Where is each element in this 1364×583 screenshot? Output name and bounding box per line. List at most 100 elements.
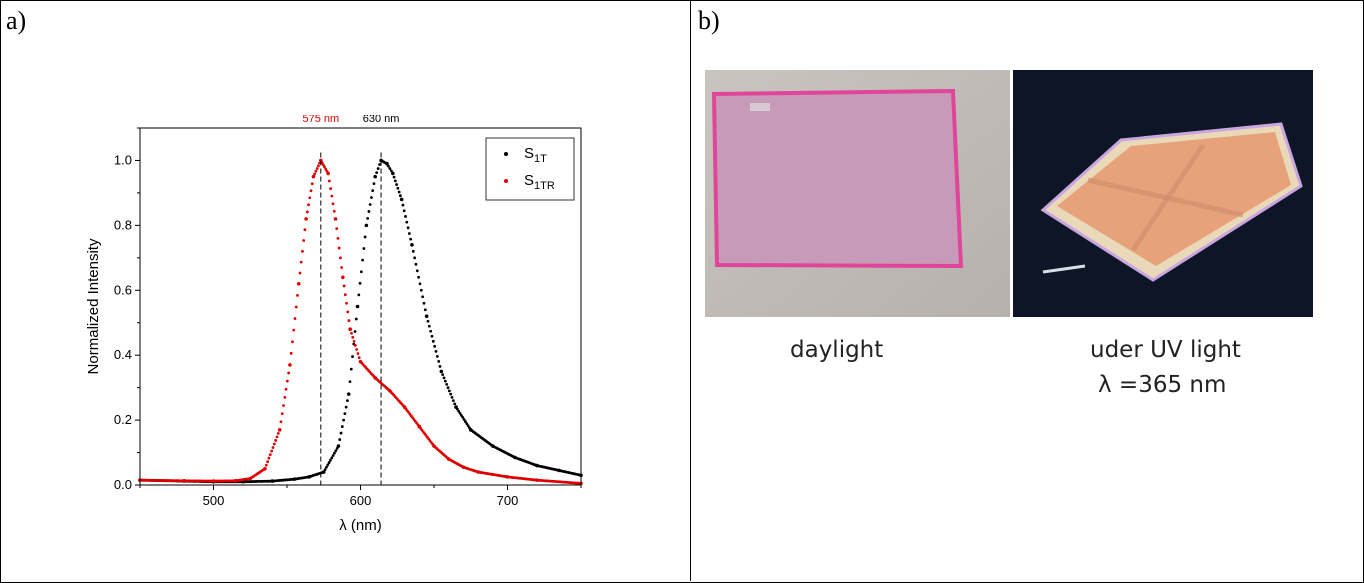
data-point (272, 442, 276, 446)
data-point (405, 220, 409, 224)
data-point (367, 210, 371, 213)
y-tick-label: 0.6 (114, 282, 132, 297)
data-point (283, 395, 287, 399)
data-point (271, 446, 275, 449)
data-point (357, 293, 361, 297)
data-point (389, 169, 393, 173)
data-point (375, 171, 379, 175)
data-point (462, 418, 466, 421)
data-point (368, 203, 372, 206)
data-point (274, 439, 278, 442)
caption-daylight: daylight (790, 337, 884, 363)
data-point (321, 163, 325, 167)
data-point (301, 249, 304, 253)
data-point (413, 256, 417, 260)
data-point (437, 359, 441, 363)
data-point (410, 243, 414, 247)
data-point (430, 334, 434, 338)
legend-marker (504, 179, 508, 183)
legend-marker (504, 152, 508, 156)
data-point (421, 295, 425, 299)
data-point (330, 456, 334, 460)
data-point (323, 165, 326, 169)
data-point (358, 281, 362, 285)
series-1T (138, 158, 583, 484)
data-point (346, 392, 351, 396)
data-point (341, 275, 345, 280)
data-point (310, 182, 314, 186)
data-point (315, 167, 319, 170)
data-point (461, 416, 465, 419)
data-point (288, 363, 292, 367)
data-point (434, 349, 438, 353)
data-point (326, 463, 330, 467)
data-point (364, 223, 369, 228)
data-point (445, 382, 449, 386)
data-point (293, 317, 297, 320)
data-point (354, 317, 358, 321)
data-point (441, 373, 445, 377)
data-point (314, 169, 318, 173)
y-axis-label: Normalized Intensity (85, 238, 102, 374)
data-point (395, 183, 399, 186)
data-point (446, 386, 450, 390)
ticks-layer: 500 600 700 0.0 0.2 0.4 0.6 0.8 1.0 (114, 127, 582, 508)
data-point (348, 327, 353, 332)
data-point (465, 422, 469, 426)
data-point (397, 190, 401, 194)
x-tick-label: 500 (203, 493, 225, 508)
data-point (263, 466, 267, 471)
data-point (330, 194, 334, 198)
data-point (433, 344, 437, 348)
data-point (427, 324, 431, 328)
y-tick-label: 0.0 (114, 477, 132, 492)
x-axis-label: λ (nm) (339, 517, 382, 534)
data-point (351, 335, 355, 339)
data-point (345, 301, 348, 305)
data-point (355, 348, 359, 351)
peak-label: 630 nm (363, 115, 400, 125)
data-point (292, 328, 296, 332)
data-point (323, 468, 327, 472)
data-point (353, 330, 357, 333)
data-point (351, 355, 354, 358)
data-point (277, 428, 282, 432)
data-point (419, 288, 423, 292)
data-point (349, 367, 353, 371)
data-point (331, 202, 335, 206)
data-point (451, 399, 455, 403)
data-point (346, 310, 350, 314)
data-point (355, 304, 360, 309)
data-point (289, 351, 293, 355)
data-point (303, 228, 307, 232)
data-point (347, 319, 351, 322)
x-tick-label: 700 (497, 493, 519, 508)
data-point (282, 404, 285, 407)
data-point (435, 354, 439, 358)
data-point (466, 424, 470, 428)
annotation-layer: 575 nm 630 nm (302, 115, 399, 485)
data-point (318, 161, 321, 165)
data-point (399, 194, 402, 198)
y-tick-label: 0.2 (114, 412, 132, 427)
data-point (329, 187, 333, 190)
series-layer (138, 158, 583, 486)
data-point (392, 175, 396, 179)
data-point (335, 227, 339, 231)
data-point (343, 293, 347, 296)
data-point (287, 371, 291, 375)
data-point (268, 453, 272, 457)
data-point (378, 163, 382, 166)
series-1TR (138, 158, 583, 486)
data-point (372, 182, 376, 186)
data-point (320, 161, 324, 165)
data-point (329, 458, 332, 462)
data-point (361, 258, 364, 262)
data-point (296, 293, 299, 297)
data-point (309, 189, 313, 193)
data-point (387, 164, 390, 168)
data-point (280, 412, 284, 415)
data-point (429, 329, 433, 333)
data-point (396, 186, 400, 190)
data-point (402, 209, 406, 213)
